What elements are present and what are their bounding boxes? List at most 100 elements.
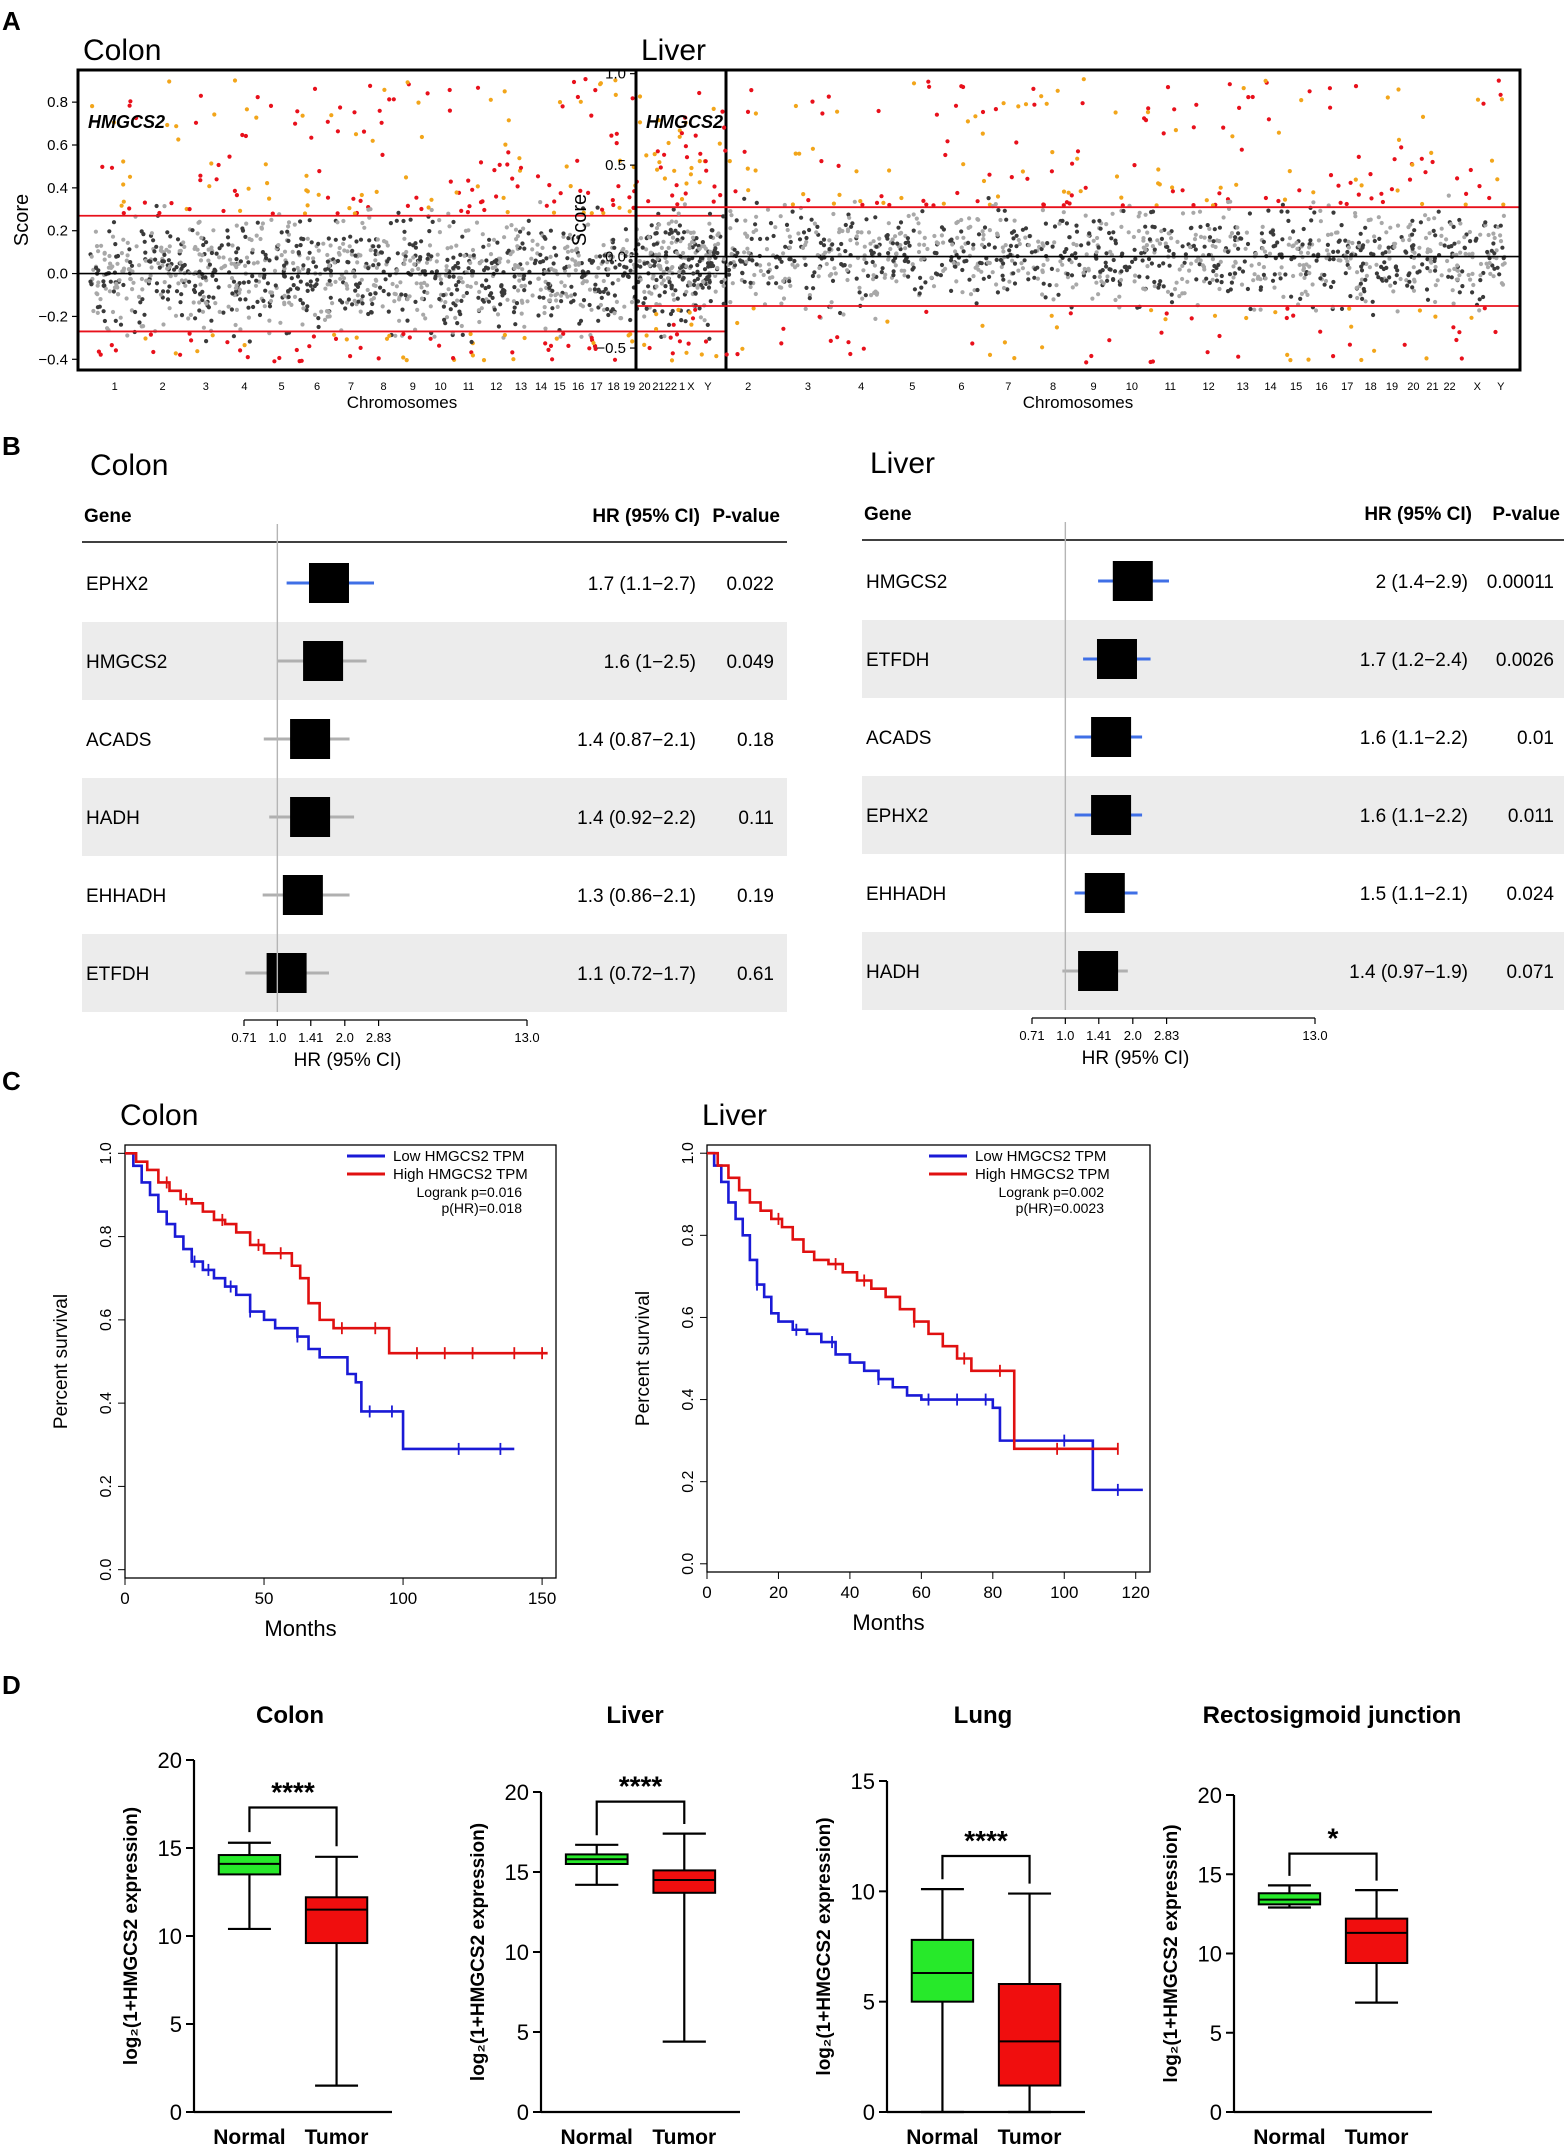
score-point — [1180, 188, 1185, 193]
score-point — [323, 286, 328, 291]
x-category-label: Normal — [213, 2126, 285, 2149]
score-point — [526, 231, 531, 236]
score-point — [446, 287, 451, 292]
score-point — [1094, 256, 1099, 261]
score-point — [605, 307, 610, 312]
score-point — [996, 208, 1001, 213]
x-category-label: Normal — [906, 2126, 978, 2149]
score-point — [380, 304, 385, 309]
score-point — [502, 89, 507, 94]
score-point — [1491, 241, 1496, 246]
score-point — [390, 281, 395, 287]
score-point — [1470, 290, 1475, 295]
score-point — [190, 228, 195, 233]
score-point — [425, 283, 430, 288]
score-point — [655, 149, 660, 154]
score-point — [706, 285, 712, 290]
row-gene: EPHX2 — [86, 574, 148, 595]
score-point — [656, 118, 661, 123]
score-point — [1198, 258, 1203, 263]
row-hr-box — [290, 797, 331, 837]
score-point — [522, 324, 527, 329]
score-point — [1043, 221, 1048, 226]
score-point — [419, 285, 424, 290]
chromosome-label: 18 — [608, 381, 620, 393]
score-point — [1364, 273, 1369, 278]
score-point — [173, 313, 179, 318]
score-point — [133, 309, 138, 315]
score-point — [704, 168, 709, 173]
score-point — [147, 259, 152, 264]
score-point — [614, 131, 619, 136]
score-point — [831, 201, 837, 206]
score-point — [1353, 84, 1359, 89]
score-point — [494, 258, 499, 263]
score-point — [1423, 235, 1429, 241]
score-point — [646, 235, 652, 240]
score-point — [1328, 173, 1334, 178]
score-point — [143, 250, 148, 255]
score-point — [325, 314, 330, 319]
row-pvalue: 0.071 — [1506, 962, 1554, 983]
y-tick-label: 0 — [170, 2100, 182, 2125]
score-point — [705, 322, 710, 327]
score-point — [1104, 222, 1109, 227]
score-point — [376, 262, 381, 267]
row-stripe — [82, 934, 787, 1012]
score-point — [183, 278, 188, 283]
score-point — [305, 282, 310, 287]
score-point — [179, 278, 184, 283]
score-point — [358, 237, 364, 242]
score-point — [1377, 244, 1382, 249]
score-point — [1217, 286, 1222, 292]
score-point — [576, 253, 581, 258]
score-point — [189, 338, 194, 343]
score-point — [1113, 297, 1118, 303]
score-point — [374, 265, 379, 270]
score-point — [136, 294, 142, 299]
score-point — [295, 274, 301, 279]
x-tick-label: 20 — [769, 1583, 788, 1602]
score-point — [814, 230, 819, 235]
score-point — [522, 288, 527, 293]
score-point — [694, 236, 699, 241]
score-point — [1370, 299, 1375, 304]
score-point — [244, 255, 250, 260]
score-point — [466, 178, 471, 183]
score-point — [1285, 306, 1290, 311]
score-point — [1113, 241, 1118, 246]
score-point — [347, 244, 352, 249]
score-point — [722, 277, 727, 282]
score-point — [1364, 261, 1369, 266]
score-point — [1499, 97, 1504, 102]
score-point — [348, 234, 353, 239]
score-point — [434, 269, 439, 274]
score-point — [1244, 230, 1249, 235]
score-point — [538, 260, 543, 265]
score-point — [1433, 264, 1438, 270]
chromosome-label: 17 — [1341, 381, 1353, 393]
score-point — [1366, 218, 1371, 223]
score-point — [502, 332, 507, 338]
score-point — [195, 247, 200, 252]
score-point — [1047, 283, 1052, 288]
score-point — [715, 265, 720, 271]
score-point — [672, 168, 677, 173]
x-tick-label: 1.41 — [298, 1030, 323, 1045]
chromosome-label: 8 — [380, 381, 386, 393]
score-point — [1074, 282, 1079, 287]
score-point — [1392, 244, 1397, 250]
score-point — [1356, 240, 1361, 245]
score-point — [610, 260, 615, 265]
score-point — [858, 199, 863, 204]
score-point — [869, 293, 874, 298]
score-point — [797, 237, 803, 242]
score-point — [419, 239, 424, 244]
score-point — [734, 218, 739, 223]
score-point — [748, 284, 753, 290]
score-point — [1011, 271, 1016, 276]
score-point — [1169, 300, 1175, 305]
score-point — [1361, 261, 1366, 266]
legend-low-label: Low HMGCS2 TPM — [393, 1148, 524, 1165]
score-point — [1303, 289, 1308, 294]
